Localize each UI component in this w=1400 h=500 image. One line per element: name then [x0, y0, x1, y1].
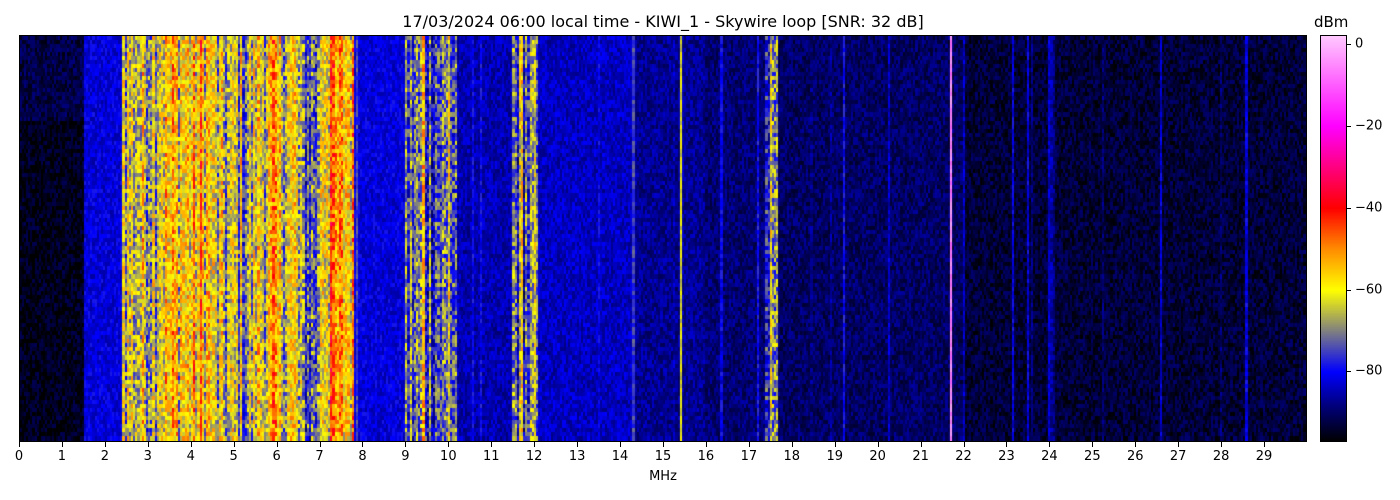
x-tick-label: 10 — [440, 449, 457, 464]
colorbar — [1320, 35, 1347, 442]
x-tick-mark — [1006, 442, 1008, 447]
x-tick-mark — [920, 442, 922, 447]
colorbar-tick-label: −40 — [1355, 200, 1383, 216]
colorbar-tick-label: −80 — [1355, 363, 1383, 379]
x-axis: 0 1 2 3 4 5 6 7 8 9 10 11 12 13 14 15 16 17 18 19 20 21 22 23 24… — [15, 442, 1307, 472]
x-tick-label: 6 — [272, 449, 281, 464]
x-tick-mark — [834, 442, 836, 447]
x-tick-mark — [663, 442, 664, 447]
colorbar-label: dBm — [1314, 13, 1349, 31]
plot-area — [19, 35, 1307, 442]
x-tick-label: 11 — [482, 449, 500, 464]
x-tick-label: 4 — [186, 449, 195, 464]
x-tick-label: 29 — [1255, 449, 1273, 464]
colorbar-tick-mark — [1347, 44, 1351, 46]
colorbar-tick-label: 0 — [1355, 36, 1364, 52]
x-tick-mark — [1221, 442, 1223, 447]
x-tick-label: 21 — [912, 449, 929, 464]
x-tick-label: 16 — [697, 449, 715, 464]
x-tick-mark — [190, 442, 192, 447]
x-tick-mark — [19, 442, 20, 447]
x-tick-label: 25 — [1084, 449, 1101, 464]
x-tick-mark — [791, 442, 793, 447]
x-tick-label: 14 — [611, 449, 629, 464]
x-tick-mark — [705, 442, 707, 447]
x-tick-label: 7 — [315, 449, 324, 464]
colorbar-tick-mark — [1347, 371, 1351, 373]
x-tick-mark — [362, 442, 364, 447]
colorbar-tick-label: −20 — [1355, 118, 1383, 134]
x-tick-label: 1 — [57, 449, 67, 464]
x-tick-mark — [1178, 442, 1180, 447]
x-tick-label: 5 — [229, 449, 238, 464]
x-tick-label: 15 — [654, 449, 672, 464]
colorbar-tick-mark — [1347, 126, 1351, 127]
colorbar-tick-label: −60 — [1355, 282, 1383, 298]
chart-title: 17/03/2024 06:00 local time - KIWI_1 - S… — [402, 12, 924, 31]
x-tick-label: 20 — [869, 449, 886, 464]
x-tick-label: 8 — [358, 449, 367, 464]
x-tick-label: 2 — [100, 449, 109, 464]
x-tick-mark — [1264, 442, 1266, 447]
x-tick-label: 24 — [1041, 449, 1058, 464]
x-tick-label: 12 — [525, 449, 543, 464]
x-tick-mark — [405, 442, 407, 447]
x-tick-mark — [233, 442, 235, 447]
x-tick-label: 19 — [826, 449, 843, 464]
x-tick-label: 28 — [1212, 449, 1230, 464]
x-tick-mark — [448, 442, 450, 447]
x-tick-mark — [147, 442, 149, 447]
x-tick-label: 17 — [740, 449, 758, 464]
x-tick-label: 22 — [955, 449, 972, 464]
x-tick-mark — [963, 442, 965, 447]
x-tick-mark — [319, 442, 321, 447]
x-tick-label: 13 — [568, 449, 586, 464]
x-tick-label: 27 — [1169, 449, 1187, 464]
x-tick-mark — [1092, 442, 1094, 447]
colorbar-tick-mark — [1347, 207, 1351, 209]
x-tick-mark — [104, 442, 106, 447]
x-tick-label: 0 — [14, 449, 24, 464]
x-tick-mark — [1135, 442, 1137, 447]
x-tick-mark — [276, 442, 278, 447]
x-tick-label: 18 — [783, 449, 801, 464]
x-tick-mark — [491, 442, 493, 447]
colorbar-tick-mark — [1347, 289, 1351, 291]
x-axis-label: MHz — [649, 469, 677, 484]
x-tick-mark — [620, 442, 622, 447]
x-tick-mark — [577, 442, 579, 447]
x-tick-mark — [1049, 442, 1051, 447]
spectrogram-heatmap — [20, 36, 1306, 441]
x-tick-mark — [61, 442, 63, 447]
x-tick-mark — [748, 442, 750, 447]
x-tick-mark — [534, 442, 536, 447]
x-tick-label: 26 — [1126, 449, 1144, 464]
x-tick-label: 3 — [143, 449, 152, 464]
x-tick-mark — [877, 442, 879, 447]
x-tick-label: 23 — [998, 449, 1015, 464]
x-tick-label: 9 — [401, 449, 410, 464]
